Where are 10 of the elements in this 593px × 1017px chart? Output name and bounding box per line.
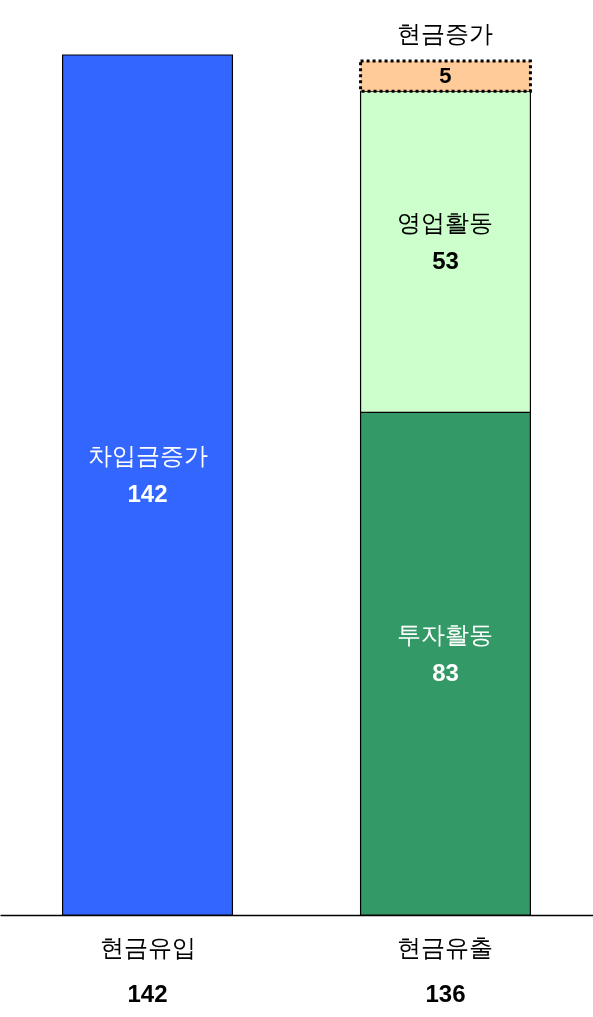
series-label: 현금증가 [397,20,494,48]
series-label: 영업활동 [397,208,494,236]
data-label: 5 [439,63,452,89]
data-label: 83 [432,658,459,686]
data-label: 53 [432,246,459,274]
category-label: 현금유입 142 [99,934,196,1007]
series-label: 차입금증가 [87,442,208,469]
series-label: 투자활동 [397,620,494,648]
category-label: 현금유출 136 [397,934,494,1007]
data-label: 142 [127,480,168,507]
